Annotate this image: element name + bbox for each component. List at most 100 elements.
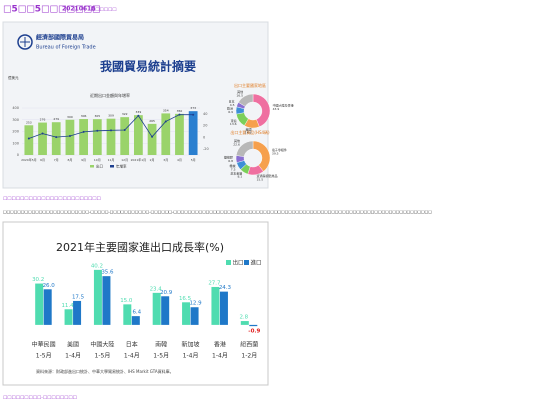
- bar-value-label: 373: [190, 106, 196, 110]
- caption-link[interactable]: □□□□□□□□□□□□□□□□□□□□□□□: [3, 197, 101, 202]
- bar-value-label: 322: [122, 112, 128, 116]
- pie-value-label: 6.9: [228, 110, 233, 114]
- y-tick-label: 400: [12, 106, 19, 110]
- y-axis-label: 億美元: [8, 75, 19, 80]
- x-tick-label: 11月: [108, 158, 115, 162]
- bar: [24, 125, 34, 155]
- bar: [43, 289, 52, 325]
- line-point: [123, 129, 126, 132]
- x-tick-label: 12月: [121, 158, 128, 162]
- bar: [64, 309, 73, 325]
- pie-label: 日本: [229, 99, 235, 104]
- line-point: [55, 136, 58, 139]
- infographic-title: 我國貿易統計摘要: [100, 59, 196, 74]
- x-tick-sublabel: 1-4月: [65, 353, 81, 360]
- bar-value-label: 26.0: [43, 283, 56, 289]
- bar: [161, 296, 170, 325]
- legend-swatch: [244, 260, 249, 265]
- x-tick-sublabel: 1-5月: [95, 353, 111, 360]
- y-tick-label: 0: [17, 153, 19, 157]
- x-tick-label: 美國: [67, 341, 79, 349]
- x-tick-label: 紐西蘭: [240, 341, 258, 349]
- x-tick-label: 8月: [67, 158, 72, 162]
- line-point: [82, 130, 85, 133]
- x-tick-label: 2020年5月: [21, 157, 37, 162]
- x-tick-label: 3月: [163, 158, 168, 162]
- bar-value-label: 15.0: [120, 298, 133, 304]
- pie-slice: [235, 140, 254, 157]
- pie-label: 美國: [245, 126, 251, 131]
- bar-value-label: 35.6: [101, 270, 114, 276]
- legend-label: 出口: [96, 164, 103, 169]
- line-point: [151, 135, 154, 138]
- pie-label: 基本金屬: [230, 170, 242, 175]
- bar-value-label: 253: [26, 120, 32, 124]
- bar-value-label: 350: [177, 109, 183, 113]
- bar: [175, 113, 184, 155]
- bar-value-label: 306: [81, 114, 87, 118]
- bar: [240, 321, 249, 325]
- pie-value-label: 43.9: [273, 107, 280, 111]
- bar: [38, 122, 47, 155]
- x-tick-label: 香港: [214, 341, 226, 349]
- line-point: [110, 129, 112, 132]
- bar: [161, 113, 171, 155]
- y2-tick-label: 0: [203, 135, 205, 139]
- line-point: [137, 114, 140, 117]
- x-tick-label: 9月: [81, 158, 86, 162]
- bar-value-label: 279: [53, 117, 59, 121]
- bar-value-label: 17.5: [72, 294, 85, 300]
- line-point: [27, 137, 30, 140]
- bar: [147, 123, 157, 155]
- x-tick-label: 7月: [54, 158, 59, 162]
- bar: [249, 324, 258, 327]
- bar: [106, 118, 116, 155]
- legend-label: 進口: [251, 258, 262, 266]
- org-name-en: Bureau of Foreign Trade: [36, 45, 96, 51]
- bar: [182, 302, 191, 325]
- page-date: 20210618: [62, 6, 95, 13]
- legend-swatch: [110, 165, 114, 168]
- bar: [120, 117, 130, 155]
- infographic-frame: [2, 21, 269, 189]
- x-tick-sublabel: 1-4月: [212, 353, 228, 360]
- bar: [35, 283, 44, 325]
- pie-label: 東協: [231, 118, 237, 123]
- x-tick-label: 4月: [177, 158, 182, 162]
- x-tick-label: 新加坡: [182, 341, 200, 349]
- pie-label: 中國大陸及香港: [273, 103, 294, 108]
- bar-value-label: 339: [136, 110, 142, 114]
- bar-value-label: 24.3: [219, 285, 232, 291]
- page-tag: □□□□□□: [91, 8, 117, 13]
- x-tick-label: 10月: [94, 158, 101, 162]
- bar-value-label: 16.5: [179, 296, 192, 302]
- x-tick-sublabel: 1-5月: [153, 353, 169, 360]
- x-tick-label: 2月: [150, 158, 155, 162]
- bar: [188, 111, 198, 155]
- legend-label: 出口: [233, 258, 244, 266]
- x-tick-label: 日本: [126, 341, 138, 349]
- line-point: [96, 129, 99, 132]
- pie-value-label: 16.5: [236, 93, 243, 97]
- bar-value-label: 11.4: [61, 303, 74, 309]
- bar-value-label: 2.8: [239, 315, 248, 321]
- bar-value-label: 309: [108, 114, 114, 118]
- bar: [73, 300, 82, 325]
- bar: [51, 122, 61, 155]
- x-tick-label: 6月: [40, 158, 45, 162]
- footer-link[interactable]: □□□□□□□□□-□□□□□□□□: [3, 396, 77, 401]
- bar: [219, 291, 228, 325]
- bar-value-label: -0.9: [248, 329, 260, 335]
- x-tick-sublabel: 1-2月: [241, 353, 257, 360]
- bar: [152, 292, 161, 325]
- bar-value-label: 12.9: [189, 301, 202, 307]
- pie-value-label: 14.6: [245, 131, 252, 135]
- bar-value-label: 305: [94, 114, 100, 118]
- y2-tick-label: -20: [203, 147, 209, 151]
- pie-label: 其他: [237, 89, 243, 94]
- legend-swatch: [226, 260, 231, 265]
- bar-value-label: 27.7: [208, 280, 221, 286]
- pie-title: 出口主要貨品(HS4碼): [230, 129, 270, 135]
- bar-value-label: 20.9: [160, 290, 173, 296]
